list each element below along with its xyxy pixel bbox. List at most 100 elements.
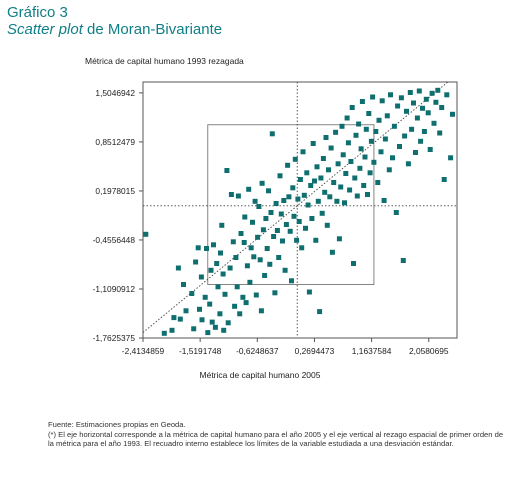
data-point — [258, 308, 264, 314]
data-point — [221, 327, 227, 333]
data-point — [329, 249, 335, 255]
data-point — [382, 136, 388, 142]
data-point — [233, 255, 239, 260]
data-point — [205, 330, 211, 336]
data-point — [198, 274, 204, 280]
data-point — [230, 239, 236, 245]
data-point — [285, 162, 291, 168]
figure-heading: Gráfico 3 Scatter plot de Moran-Bivarian… — [7, 4, 222, 39]
data-point — [304, 170, 310, 176]
data-point — [191, 326, 197, 332]
plot-area: -2,4134859 -1,5191748 -0,6248637 0,2694473 1… — [93, 81, 458, 356]
data-point — [388, 92, 393, 98]
data-point — [177, 316, 183, 322]
data-point — [246, 186, 252, 192]
data-point — [248, 245, 254, 251]
data-point — [189, 291, 195, 296]
data-point — [450, 111, 455, 117]
data-point — [336, 236, 342, 242]
y-tick-label: -0,4556448 — [93, 235, 136, 245]
data-point — [320, 156, 326, 161]
data-point — [211, 242, 216, 248]
data-point — [271, 234, 277, 239]
data-point — [214, 261, 220, 266]
data-point — [272, 290, 278, 296]
data-point — [338, 184, 344, 190]
data-point — [276, 255, 282, 260]
data-point — [318, 175, 324, 181]
data-point — [343, 171, 349, 176]
data-point — [310, 141, 316, 146]
data-point — [323, 135, 329, 140]
data-point — [295, 196, 301, 202]
data-point — [199, 317, 205, 323]
data-point — [247, 279, 253, 285]
data-point — [208, 267, 214, 273]
data-point — [209, 319, 215, 325]
data-point — [224, 168, 230, 173]
data-point — [291, 213, 297, 219]
data-point — [367, 170, 373, 176]
data-point — [421, 129, 427, 134]
data-point — [416, 88, 422, 94]
data-point — [238, 231, 244, 236]
data-point — [366, 111, 372, 116]
data-point — [386, 167, 392, 173]
figure-notes: Fuente: Estimaciones propias en Geoda. (… — [48, 420, 506, 449]
data-point — [313, 237, 319, 243]
data-point — [391, 123, 397, 129]
y-axis-label: Métrica de capital humano 1993 rezagada — [85, 56, 244, 66]
data-point — [183, 308, 189, 314]
data-point — [398, 95, 404, 101]
data-point — [347, 187, 353, 193]
data-point — [345, 140, 351, 146]
data-point — [175, 265, 181, 271]
data-point — [215, 284, 221, 290]
data-point — [286, 194, 292, 200]
data-point — [429, 90, 435, 96]
data-point — [207, 301, 213, 307]
y-tick-label: 0,1978015 — [95, 186, 135, 196]
data-point — [409, 126, 415, 132]
data-point — [361, 183, 367, 188]
data-point — [262, 273, 268, 278]
figure-title: Scatter plot de Moran-Bivariante — [7, 21, 222, 39]
x-axis-label: Métrica de capital humano 2005 — [200, 370, 321, 380]
y-tick-label: 1,5046942 — [95, 88, 135, 98]
data-point — [255, 234, 261, 240]
data-point — [362, 154, 368, 160]
data-point — [219, 222, 225, 228]
data-point — [197, 306, 202, 312]
data-point — [400, 258, 406, 263]
data-point — [433, 99, 439, 105]
data-point — [281, 198, 287, 203]
data-point — [333, 129, 339, 135]
data-point — [407, 90, 413, 95]
data-point — [287, 228, 293, 234]
data-point — [322, 189, 328, 195]
data-point — [375, 180, 381, 185]
data-point — [300, 149, 306, 155]
data-point — [413, 150, 418, 155]
data-point — [363, 126, 369, 132]
data-point — [228, 192, 234, 197]
data-point — [312, 178, 317, 184]
data-point — [181, 282, 186, 287]
figure-title-rest: de Moran-Bivariante — [82, 21, 223, 38]
data-point — [240, 294, 246, 300]
data-point — [393, 210, 399, 215]
data-point — [309, 216, 315, 221]
data-point — [376, 117, 382, 123]
data-point — [357, 165, 363, 171]
x-tick-label: 2,0580695 — [409, 346, 449, 356]
data-point — [314, 164, 320, 170]
data-point — [274, 228, 280, 233]
data-point — [292, 156, 298, 162]
data-point — [379, 98, 385, 104]
data-point — [359, 99, 365, 104]
data-point — [290, 185, 296, 191]
data-point — [250, 219, 255, 225]
data-point — [283, 222, 289, 227]
data-point — [143, 231, 149, 237]
data-point — [204, 246, 209, 251]
